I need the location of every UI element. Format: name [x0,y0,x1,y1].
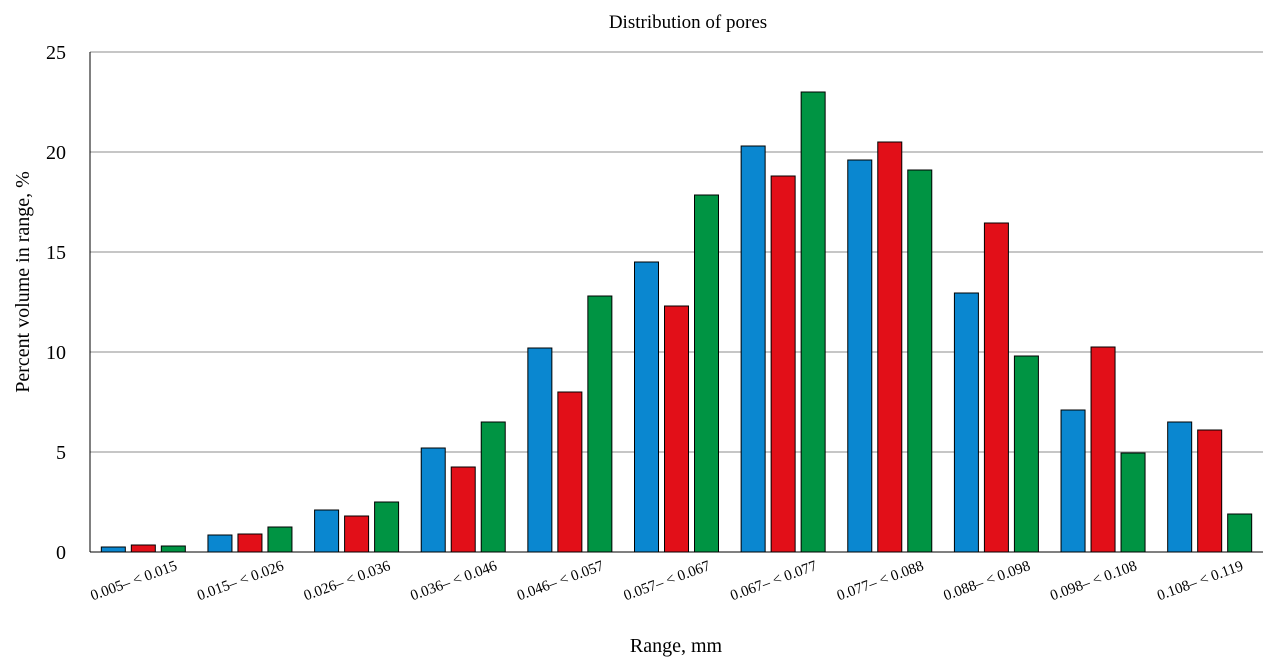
bar-series-1 [1167,421,1193,553]
bar-series-2 [664,305,689,553]
bar-series-2 [344,515,370,553]
bar-series-2 [983,222,1009,553]
bar-series-1 [847,159,873,553]
bar-series-1 [527,347,553,553]
bar-series-1 [953,292,979,553]
y-axis-label: Percent volume in range, % [12,171,34,393]
bar-series-3 [907,169,933,553]
bar-series-1 [100,546,126,553]
bar-series-3 [160,545,186,553]
x-tick-label: 0.108– < 0.119 [1155,558,1245,604]
bar-series-3 [374,501,400,553]
x-tick-label: 0.077– < 0.088 [835,558,926,604]
x-tick-label: 0.088– < 0.098 [942,558,1033,604]
y-tick-label: 10 [46,342,66,364]
bar-series-1 [420,447,446,553]
x-tick-label: 0.015– < 0.026 [195,558,286,604]
x-tick-label: 0.098– < 0.108 [1048,558,1139,604]
x-tick-label: 0.067– < 0.077 [728,558,819,604]
bar-series-2 [1197,429,1223,553]
bar-series-3 [800,91,826,553]
x-axis-label: Range, mm [630,635,723,657]
bar-series-3 [480,421,506,553]
bar-series-2 [237,533,263,553]
y-tick-label: 20 [46,142,66,164]
y-tick-labels: 0 5 10 15 20 25 [46,42,66,564]
bar-series-2 [557,391,583,553]
x-tick-label: 0.026– < 0.036 [302,558,393,604]
x-tick-labels: 0.005– < 0.015 0.015– < 0.026 0.026– < 0.0… [88,558,1245,604]
bar-series-2 [130,544,156,553]
bar-series-3 [694,194,719,553]
bar-series-2 [877,141,903,553]
chart-title: Distribution of pores [609,12,767,33]
y-tick-label: 15 [46,242,66,264]
bar-series-1 [1060,409,1086,553]
y-tick-label: 5 [56,442,66,464]
bars [100,91,1253,553]
bar-series-3 [1227,513,1253,553]
bar-series-1 [740,145,766,553]
x-tick-label: 0.046– < 0.057 [515,558,606,604]
bar-series-3 [1120,452,1146,553]
bar-series-3 [1013,355,1039,553]
axes [89,52,1263,553]
x-tick-label: 0.005– < 0.015 [88,558,179,604]
bar-series-3 [587,295,613,553]
bar-series-1 [207,534,233,553]
bar-series-2 [770,175,796,553]
bar-series-2 [1090,346,1116,553]
bar-series-1 [634,261,659,553]
y-tick-label: 0 [56,542,66,564]
x-tick-label: 0.057– < 0.067 [622,558,713,604]
bar-series-3 [267,526,293,553]
bar-series-1 [314,509,340,553]
y-tick-label: 25 [46,42,66,64]
x-tick-label: 0.036– < 0.046 [408,558,499,604]
bar-series-2 [450,466,476,553]
